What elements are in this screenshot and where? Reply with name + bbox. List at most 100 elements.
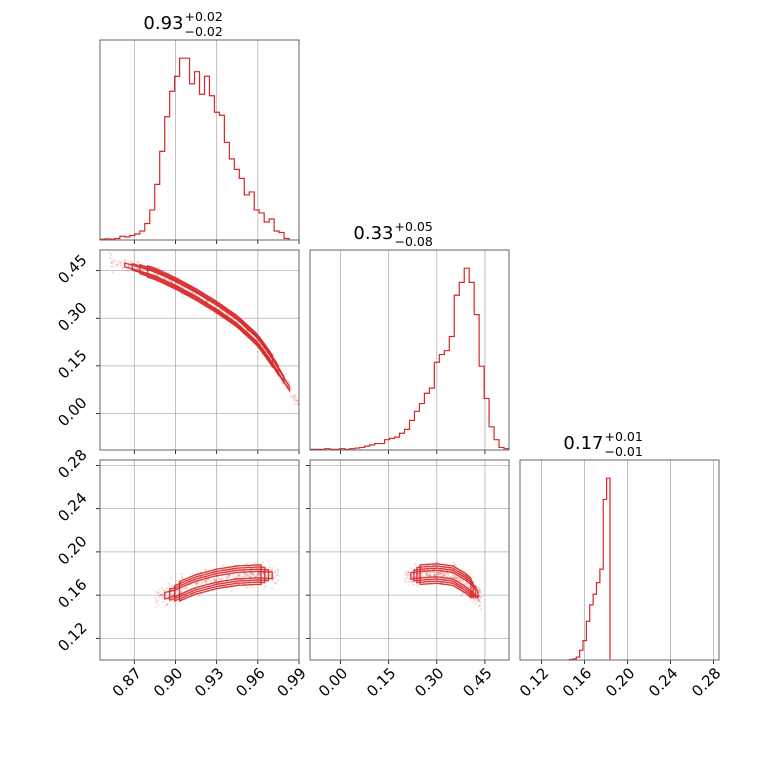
scatter-p0-p2-point — [205, 582, 208, 585]
scatter-p0-p2-point — [243, 572, 246, 576]
scatter-p0-p2-point — [204, 580, 207, 583]
scatter-p1-p2-point — [414, 563, 417, 566]
scatter-p0-p2-point — [168, 586, 171, 589]
scatter-p0-p2-point — [251, 573, 254, 576]
scatter-p0-p1-point — [293, 403, 296, 406]
scatter-p0-p1-point — [156, 274, 159, 277]
scatter-p0-p2-point — [197, 581, 200, 584]
scatter-p0-p2-point — [276, 579, 279, 582]
scatter-p0-p2-point — [194, 582, 198, 585]
scatter-p0-p2-point — [167, 582, 170, 585]
scatter-p0-p2-point — [170, 577, 173, 580]
scatter-p0-p2-point — [258, 572, 261, 575]
scatter-p1-p2-point — [426, 571, 429, 574]
scatter-p1-p2-point — [478, 591, 481, 594]
scatter-p0-p1-point — [290, 395, 293, 398]
hist-p2-title-lower: −0.01 — [605, 444, 643, 459]
scatter-p1-p2-point — [428, 574, 431, 577]
scatter-p0-p2-point — [155, 601, 158, 604]
scatter-p1-p2-point — [439, 572, 442, 575]
scatter-p0-p2-point — [185, 586, 188, 589]
scatter-p1-p2-point — [456, 576, 459, 579]
scatter-p0-p1-point — [290, 388, 293, 391]
scatter-p0-p2-point — [256, 574, 259, 577]
scatter-p0-p2-point — [198, 594, 201, 598]
scatter-p0-p1-point — [183, 286, 186, 290]
scatter-p1-p2-point — [452, 561, 455, 565]
scatter-p1-p2-point — [438, 570, 441, 574]
scatter-p1-p2-point — [466, 582, 469, 585]
scatter-p1-p2-point — [452, 576, 455, 579]
scatter-p0-p2-point — [217, 576, 220, 579]
scatter-p0-p2-point — [252, 573, 255, 576]
scatter-p1-p2-point — [479, 596, 483, 599]
scatter-p0-p1-point — [293, 394, 297, 397]
scatter-p1-p2-point — [478, 594, 481, 597]
scatter-p1-p2-point — [459, 594, 463, 597]
scatter-p0-p1-contour — [146, 264, 274, 369]
hist-p1-title-upper: +0.05 — [395, 219, 433, 234]
scatter-p0-p1-point — [116, 263, 120, 266]
scatter-p0-p2-xtick-label: 0.90 — [150, 664, 186, 700]
scatter-p0-p2-point — [171, 593, 174, 596]
scatter-p0-p1-point — [280, 381, 283, 385]
scatter-p0-p1-point — [119, 261, 122, 265]
scatter-p0-p2-point — [237, 573, 241, 577]
scatter-p0-p2-point — [195, 583, 198, 586]
scatter-p1-p2-point — [480, 596, 483, 599]
scatter-p1-p2-point — [452, 576, 455, 579]
scatter-p1-p2-point — [477, 598, 480, 601]
scatter-p0-p2-contour — [178, 564, 262, 603]
scatter-p0-p1-point — [110, 261, 113, 264]
scatter-p1-p2-point — [405, 580, 408, 583]
scatter-p0-p1-point — [296, 399, 299, 403]
scatter-p0-p1-point — [122, 259, 126, 262]
hist-p2-xtick-label: 0.20 — [602, 664, 638, 700]
scatter-p0-p2-point — [201, 581, 204, 584]
hist-p0-frame — [99, 39, 300, 241]
hist-p2-title-value: 0.17 — [563, 433, 603, 454]
scatter-p0-p2-point — [207, 578, 210, 581]
scatter-p1-p2-point — [406, 573, 409, 577]
scatter-p0-p2-point — [205, 579, 208, 582]
scatter-p0-p1-point — [292, 395, 296, 398]
hist-p1-title: 0.33 +0.05−0.08 — [353, 219, 432, 249]
scatter-p1-p2-point — [461, 579, 464, 582]
scatter-p1-p2-point — [433, 573, 436, 576]
scatter-p0-p1-point — [121, 266, 124, 269]
hist-p2-xtick-label: 0.12 — [516, 664, 552, 700]
scatter-p1-p2-point — [447, 573, 450, 576]
scatter-p0-p1-point — [292, 397, 296, 400]
scatter-p0-p1-point — [163, 276, 166, 280]
scatter-p1-p2-point — [440, 573, 443, 576]
scatter-p0-p1-point — [226, 313, 229, 316]
scatter-p0-p2-point — [163, 589, 166, 592]
hist-p1-frame — [309, 249, 510, 451]
scatter-p1-p2-point — [442, 574, 445, 577]
scatter-p1-p2-point — [404, 577, 407, 580]
scatter-p0-p1-contour — [124, 262, 291, 393]
scatter-p0-p1-point — [135, 266, 138, 270]
scatter-p1-p2-point — [420, 572, 423, 575]
scatter-p0-p1-contour — [139, 263, 279, 378]
scatter-p0-p2-point — [257, 572, 261, 575]
scatter-p0-p1-point — [111, 261, 114, 265]
scatter-p1-p2-point — [421, 574, 424, 577]
scatter-p0-p1-point — [109, 257, 112, 260]
scatter-p0-p2-point — [163, 589, 166, 592]
scatter-p0-p1-point — [115, 264, 118, 267]
scatter-p0-p2-frame — [99, 459, 300, 661]
scatter-p0-p2-point — [158, 588, 161, 592]
scatter-p1-p2-point — [445, 575, 448, 578]
scatter-p0-p2-point — [265, 574, 268, 577]
scatter-p1-p2-point — [478, 599, 481, 602]
scatter-p0-p1-ytick-label: 0.45 — [54, 251, 90, 287]
scatter-p0-p2-point — [230, 590, 233, 593]
scatter-p1-p2-point — [475, 586, 479, 589]
scatter-p0-p2-point — [214, 579, 217, 582]
scatter-p1-p2-point — [406, 570, 409, 574]
scatter-p0-p2-point — [273, 570, 276, 573]
scatter-p1-p2-point — [438, 572, 441, 575]
scatter-p0-p2-point — [176, 589, 180, 592]
scatter-p0-p2-point — [228, 574, 231, 577]
